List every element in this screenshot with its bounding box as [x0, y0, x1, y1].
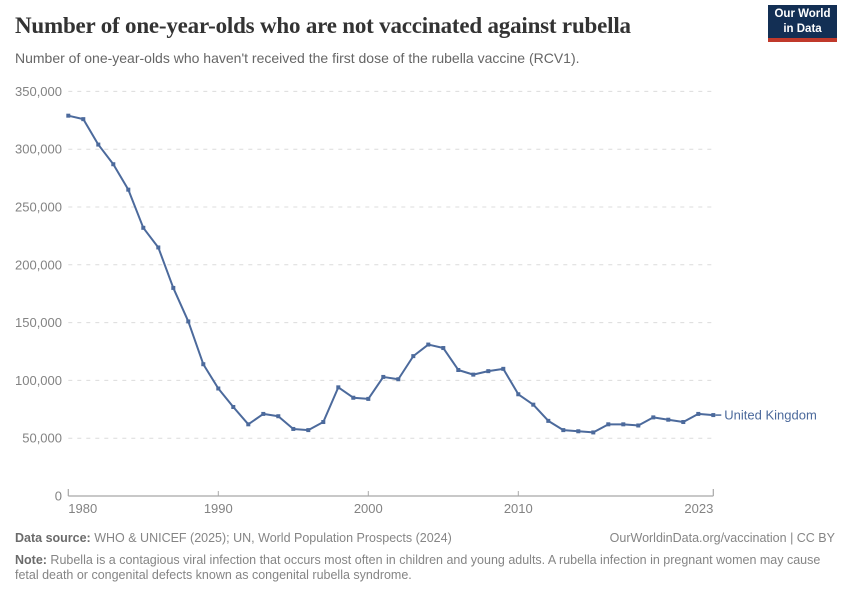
data-point-marker: [141, 225, 146, 230]
data-point-marker: [216, 386, 221, 391]
y-tick-label: 300,000: [15, 142, 62, 157]
data-point-marker: [651, 415, 656, 420]
data-source-line: Data source: WHO & UNICEF (2025); UN, Wo…: [15, 531, 452, 547]
data-point-marker: [501, 366, 506, 371]
data-point-marker: [276, 414, 281, 419]
note-text: Rubella is a contagious viral infection …: [15, 552, 821, 583]
data-point-marker: [201, 362, 206, 367]
data-point-marker: [531, 402, 536, 407]
data-point-marker: [306, 428, 311, 433]
data-point-marker: [321, 420, 326, 425]
data-point-marker: [66, 113, 71, 118]
owid-citation-link[interactable]: OurWorldinData.org/vaccination | CC BY: [609, 531, 835, 545]
data-point-marker: [471, 372, 476, 377]
chart-header: Number of one-year-olds who are not vacc…: [15, 12, 835, 67]
data-point-marker: [426, 342, 431, 347]
y-tick-label: 50,000: [22, 431, 62, 446]
chart-canvas: 0 50,000 100,000 150,000 200,000 250,000 300,0…: [15, 84, 817, 516]
x-tick-label: 2023: [684, 501, 713, 516]
data-point-marker: [111, 162, 116, 167]
x-tick-label: 1980: [68, 501, 97, 516]
data-point-marker: [291, 426, 296, 431]
data-point-marker: [156, 245, 161, 250]
data-point-marker: [666, 417, 671, 422]
data-point-marker: [411, 354, 416, 359]
chart-area: 0 50,000 100,000 150,000 200,000 250,000 300,0…: [0, 84, 850, 530]
y-tick-label: 0: [55, 489, 62, 504]
data-point-marker: [516, 392, 521, 397]
data-point-marker: [366, 396, 371, 401]
y-tick-label: 250,000: [15, 200, 62, 215]
y-tick-label: 350,000: [15, 85, 62, 99]
data-point-marker: [246, 422, 251, 427]
note-label: Note:: [15, 552, 47, 567]
data-point-marker: [561, 428, 566, 433]
data-point-marker: [351, 395, 356, 400]
data-point-marker: [696, 411, 701, 416]
x-tick-label: 2010: [504, 501, 533, 516]
x-tick-label: 2000: [354, 501, 383, 516]
owid-logo-line2: in Data: [783, 22, 822, 35]
data-point-marker: [711, 413, 716, 418]
page-title: Number of one-year-olds who are not vacc…: [15, 13, 631, 38]
y-tick-label: 150,000: [15, 315, 62, 330]
series-label: United Kingdom: [724, 408, 817, 423]
data-point-marker: [606, 422, 611, 427]
data-point-marker: [186, 319, 191, 324]
data-point-marker: [456, 367, 461, 372]
owid-logo-line1: Our World: [774, 8, 831, 21]
data-point-marker: [126, 187, 131, 192]
data-source-text: WHO & UNICEF (2025); UN, World Populatio…: [90, 531, 452, 545]
data-point-marker: [486, 369, 491, 374]
y-tick-label: 200,000: [15, 257, 62, 272]
chart-footer: Data source: WHO & UNICEF (2025); UN, Wo…: [15, 531, 835, 584]
x-tick-label: 1990: [204, 501, 233, 516]
chart-subtitle: Number of one-year-olds who haven't rece…: [15, 49, 580, 66]
data-point-marker: [681, 420, 686, 425]
y-tick-label: 100,000: [15, 373, 62, 388]
data-point-marker: [381, 374, 386, 379]
owid-logo[interactable]: Our World in Data: [768, 5, 837, 42]
chart-note: Note: Rubella is a contagious viral infe…: [15, 553, 835, 584]
data-point-marker: [621, 422, 626, 427]
data-point-marker: [636, 423, 641, 428]
data-point-marker: [231, 404, 236, 409]
data-source-label: Data source:: [15, 531, 91, 545]
data-point-marker: [396, 377, 401, 382]
data-point-marker: [441, 346, 446, 351]
data-point-marker: [81, 117, 86, 122]
data-point-marker: [261, 411, 266, 416]
data-point-marker: [96, 142, 101, 147]
data-point-marker: [576, 429, 581, 434]
data-point-marker: [591, 430, 596, 435]
data-point-marker: [336, 385, 341, 390]
data-line: [67, 114, 715, 434]
data-point-marker: [171, 285, 176, 290]
data-point-marker: [546, 418, 551, 423]
